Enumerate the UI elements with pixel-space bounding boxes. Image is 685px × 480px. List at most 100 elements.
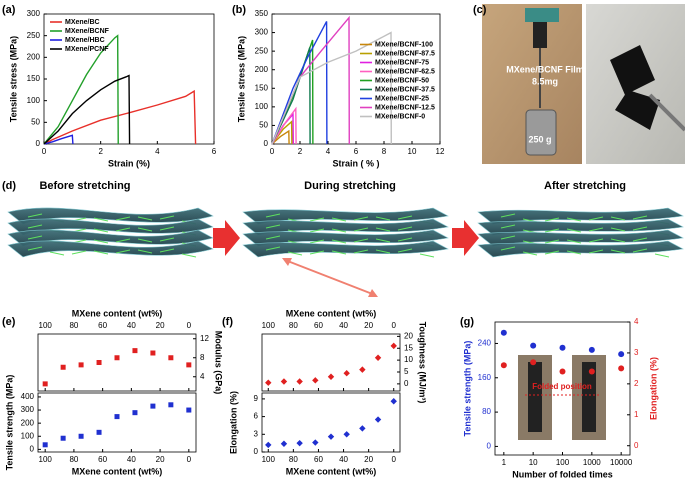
axis-label: Tensile stress (MPa) xyxy=(236,36,246,122)
x-tick-label: 80 xyxy=(289,455,298,464)
fiber xyxy=(397,215,413,220)
legend-label: MXene/BCNF-87.5 xyxy=(375,50,435,57)
curve xyxy=(43,134,74,145)
point xyxy=(359,366,366,373)
fiber xyxy=(137,238,153,243)
fiber xyxy=(544,228,560,233)
fiber xyxy=(27,224,43,229)
point xyxy=(618,365,625,372)
fiber xyxy=(27,235,43,240)
curve xyxy=(271,120,293,145)
point xyxy=(390,398,397,405)
x-tick-label: 4 xyxy=(326,147,331,156)
y-tick-label: 200 xyxy=(21,418,35,427)
legend-label: MXene/BCNF-37.5 xyxy=(375,86,435,93)
y-tick-label: 0 xyxy=(30,444,35,453)
x-tick-label: 100 xyxy=(262,455,276,464)
y-tick-label: 80 xyxy=(482,407,491,416)
axis-label: Toughness (MJ/m³) xyxy=(418,322,428,404)
y-tick-label: 0 xyxy=(36,139,41,148)
y-tick-label: 100 xyxy=(255,102,269,111)
y-tick-label: 150 xyxy=(255,83,269,92)
fiber xyxy=(566,250,582,255)
legend-label: MXene/PCNF xyxy=(65,46,109,53)
point xyxy=(78,362,84,368)
y-tick-label: 4 xyxy=(634,317,639,326)
y-tick-label: 15 xyxy=(404,343,413,352)
fiber xyxy=(632,248,648,253)
x-tick-label: 20 xyxy=(364,455,373,464)
y-tick-label: 5 xyxy=(404,367,409,376)
point xyxy=(168,355,174,361)
x-tick-label: 20 xyxy=(156,321,165,330)
legend-label: MXene/HBC xyxy=(65,37,105,44)
point xyxy=(186,362,192,368)
x-tick-label: 6 xyxy=(354,147,359,156)
fiber xyxy=(544,250,560,255)
fiber xyxy=(115,238,131,243)
x-tick-label: 40 xyxy=(339,321,348,330)
y-tick-label: 8 xyxy=(200,353,205,362)
x-axis-label: Number of folded times xyxy=(512,469,613,479)
x-tick-label: 20 xyxy=(156,455,165,464)
panel-label: (d) xyxy=(2,180,16,192)
x-axis-label: MXene content (wt%) xyxy=(72,308,163,318)
fiber xyxy=(93,228,109,233)
x-tick-label: 0 xyxy=(392,321,397,330)
axis-label: Elongation (%) xyxy=(648,357,658,420)
point xyxy=(500,362,507,369)
panel-label: (e) xyxy=(2,316,16,328)
y-tick-label: 2 xyxy=(634,379,639,388)
point xyxy=(530,342,537,349)
y-tick-label: 50 xyxy=(259,121,268,130)
x-tick-label: 100 xyxy=(556,458,570,467)
x-tick-label: 80 xyxy=(289,321,298,330)
axis-label: Tensile stress (MPa) xyxy=(8,36,18,122)
fiber xyxy=(93,217,109,222)
panel-label: (c) xyxy=(473,4,487,16)
layer xyxy=(242,240,449,258)
fiber xyxy=(654,253,670,258)
tweezers xyxy=(648,93,685,132)
fiber xyxy=(309,250,325,255)
x-tick-label: 10 xyxy=(529,458,538,467)
fiber xyxy=(500,246,516,251)
fiber xyxy=(137,227,153,232)
point xyxy=(500,329,507,336)
x-tick-label: 100 xyxy=(39,321,53,330)
folded-film xyxy=(610,45,660,130)
x-axis-label: MXene content (wt%) xyxy=(72,466,163,476)
curve xyxy=(271,31,392,145)
x-tick-label: 0 xyxy=(187,455,192,464)
plot-frame xyxy=(261,392,401,453)
stage-label: Before stretching xyxy=(39,180,130,192)
fiber xyxy=(397,237,413,242)
y-tick-label: 50 xyxy=(31,117,40,126)
legend-label: MXene/BCNF-12.5 xyxy=(375,104,435,111)
panel-label: (g) xyxy=(460,316,474,328)
y-tick-label: 160 xyxy=(478,373,492,382)
point xyxy=(280,440,288,447)
legend-label: MXene/BCNF-100 xyxy=(375,41,433,48)
y-tick-label: 6 xyxy=(254,412,259,421)
point xyxy=(359,425,366,432)
clamp xyxy=(525,8,559,22)
fiber xyxy=(566,239,582,244)
axis-label: Elongation (%) xyxy=(228,391,238,454)
weight-label: 250 g xyxy=(528,134,551,144)
fiber xyxy=(397,248,413,253)
y-tick-label: 20 xyxy=(404,331,413,340)
point xyxy=(559,368,566,375)
curve xyxy=(271,106,297,145)
stage-label: During stretching xyxy=(304,180,396,192)
point xyxy=(296,439,303,447)
point xyxy=(327,433,335,440)
fiber xyxy=(159,237,175,242)
y-tick-label: 100 xyxy=(21,431,35,440)
clamp-jaw xyxy=(533,22,547,48)
fiber xyxy=(353,249,369,254)
fiber xyxy=(588,216,604,221)
legend-label: MXene/BCNF-0 xyxy=(375,113,425,120)
legend-label: MXene/BCNF-75 xyxy=(375,59,429,66)
fiber xyxy=(375,216,391,221)
